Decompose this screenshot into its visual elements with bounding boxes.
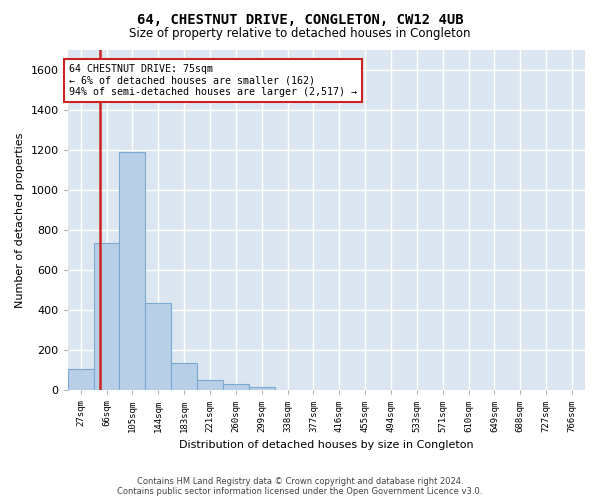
Text: 64, CHESTNUT DRIVE, CONGLETON, CW12 4UB: 64, CHESTNUT DRIVE, CONGLETON, CW12 4UB	[137, 12, 463, 26]
Bar	[68, 370, 94, 390]
Bar	[145, 304, 171, 390]
Bar	[119, 152, 145, 390]
Y-axis label: Number of detached properties: Number of detached properties	[15, 132, 25, 308]
X-axis label: Distribution of detached houses by size in Congleton: Distribution of detached houses by size …	[179, 440, 473, 450]
Bar	[249, 387, 275, 390]
Text: 64 CHESTNUT DRIVE: 75sqm
← 6% of detached houses are smaller (162)
94% of semi-d: 64 CHESTNUT DRIVE: 75sqm ← 6% of detache…	[69, 64, 357, 97]
Text: Size of property relative to detached houses in Congleton: Size of property relative to detached ho…	[129, 28, 471, 40]
Text: Contains HM Land Registry data © Crown copyright and database right 2024.
Contai: Contains HM Land Registry data © Crown c…	[118, 476, 482, 496]
Bar	[171, 364, 197, 390]
Bar	[94, 243, 119, 390]
Bar	[197, 380, 223, 390]
Bar	[223, 384, 249, 390]
